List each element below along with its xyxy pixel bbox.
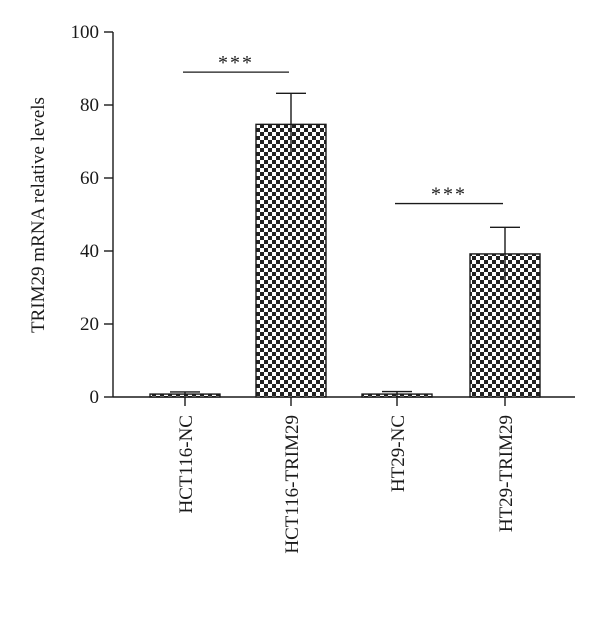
x-category-label: HT29-TRIM29 [496,415,517,532]
significance-annotations: *** *** [183,52,503,206]
y-tick-label: 0 [90,387,100,408]
y-tick-label: 60 [80,168,99,189]
x-category-label: HT29-NC [388,415,409,492]
significance-label: *** [218,52,254,74]
y-axis: 0 20 40 60 80 100 [71,22,114,408]
x-category-label: HCT116-NC [176,415,197,514]
y-axis-label: TRIM29 mRNA relative levels [28,97,49,333]
x-category-label: HCT116-TRIM29 [282,415,303,554]
significance-label: *** [431,184,467,206]
y-tick-label: 20 [80,314,99,335]
error-bars [170,92,520,397]
y-tick-label: 40 [80,241,99,262]
bar [255,123,327,398]
y-tick-label: 80 [80,95,99,116]
x-axis: HCT116-NC HCT116-TRIM29 HT29-NC HT29-TRIM29 [113,396,575,554]
y-tick-label: 100 [71,22,100,43]
bars [149,123,541,398]
